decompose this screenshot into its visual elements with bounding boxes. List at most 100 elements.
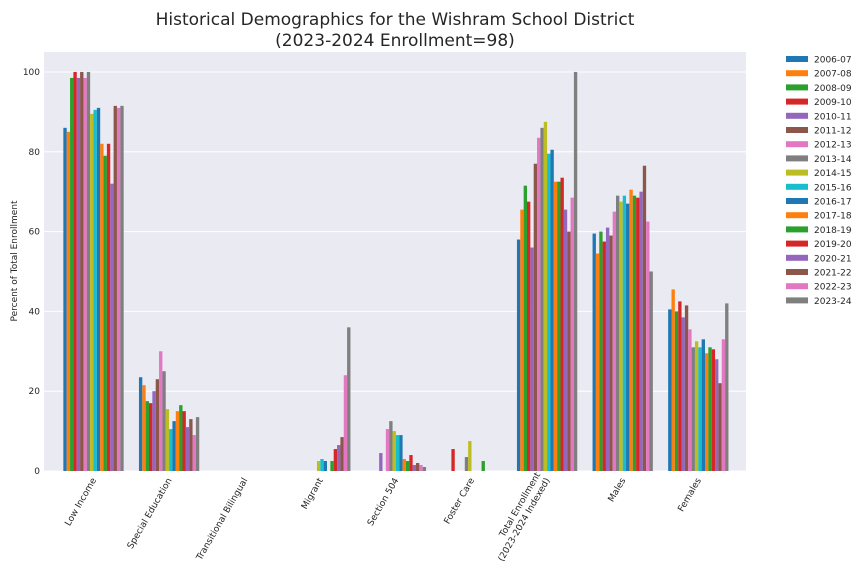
bar	[73, 71, 77, 471]
legend-swatch	[786, 169, 808, 176]
x-tick-labels: Low Income Special Education Transitional …	[64, 471, 704, 564]
bar	[701, 339, 705, 471]
legend-swatch	[786, 84, 808, 91]
bar	[451, 449, 455, 471]
bar	[626, 203, 630, 471]
bar	[113, 105, 117, 472]
legend-label: 2020-21	[814, 254, 852, 264]
bar	[547, 153, 551, 471]
bar	[616, 195, 620, 471]
bar	[688, 329, 692, 471]
bar	[63, 127, 67, 471]
bar	[422, 467, 427, 471]
bar	[149, 403, 153, 471]
y-tick-labels: 0 20 40 60 80 100	[23, 68, 40, 477]
bar	[103, 155, 107, 471]
bar	[169, 429, 173, 471]
bar	[138, 377, 143, 471]
legend-label: 2014-15	[814, 169, 852, 179]
bar	[389, 421, 393, 471]
legend-label: 2013-14	[814, 155, 852, 165]
bar	[632, 195, 637, 471]
bar	[642, 165, 647, 472]
y-tick-label: 100	[23, 68, 40, 78]
bar	[333, 449, 338, 471]
bar	[106, 143, 111, 471]
bar	[646, 221, 650, 471]
bar	[185, 427, 190, 471]
bar	[416, 463, 420, 471]
bar	[639, 191, 643, 472]
bar	[70, 77, 74, 471]
bar	[622, 195, 627, 471]
bar	[698, 347, 702, 471]
bar	[320, 459, 324, 471]
bar	[684, 305, 689, 471]
legend-label: 2023-24	[814, 297, 852, 307]
bar	[592, 233, 596, 471]
bar	[179, 405, 183, 471]
x-tick-label: Males	[607, 476, 629, 504]
bar	[533, 163, 538, 472]
legend-label: 2006-07	[814, 56, 852, 66]
bar	[540, 127, 544, 471]
bar	[323, 461, 327, 471]
bar	[100, 143, 104, 471]
bar	[90, 113, 94, 471]
bar	[481, 461, 485, 471]
bar	[172, 421, 176, 471]
bar	[152, 391, 156, 471]
legend-label: 2007-08	[814, 70, 852, 80]
bar	[671, 289, 675, 471]
legend-label: 2015-16	[814, 183, 852, 193]
bar	[468, 441, 472, 471]
bar	[557, 181, 561, 471]
bar	[543, 121, 548, 471]
bar	[560, 177, 564, 471]
bar	[715, 359, 719, 471]
bar	[175, 411, 180, 471]
bar	[195, 417, 200, 471]
bar	[708, 347, 712, 471]
bar	[520, 209, 524, 471]
bar	[162, 371, 166, 471]
x-tick-label: Females	[677, 476, 704, 514]
legend-label: 2021-22	[814, 269, 852, 279]
bar	[182, 411, 186, 471]
x-tick-label: Section 504	[366, 476, 402, 528]
bar	[527, 201, 531, 471]
bar	[66, 131, 71, 471]
y-tick-label: 20	[29, 387, 41, 397]
bar	[192, 435, 196, 471]
bar	[516, 239, 521, 471]
bar	[159, 351, 163, 471]
bar	[629, 189, 633, 472]
legend-swatch	[786, 283, 808, 290]
chart-title: Historical Demographics for the Wishram …	[156, 10, 635, 30]
bar	[694, 341, 699, 471]
legend-swatch	[786, 98, 808, 105]
bar	[385, 429, 390, 471]
legend-swatch	[786, 269, 808, 275]
title-group: Historical Demographics for the Wishram …	[156, 10, 635, 51]
x-tick-label: Special Education	[126, 477, 175, 551]
legend-swatch	[786, 254, 808, 261]
bar	[412, 465, 416, 471]
bar	[340, 437, 344, 471]
legend-swatch	[786, 183, 808, 190]
bar	[409, 455, 413, 471]
bar	[395, 435, 400, 471]
bar	[110, 183, 114, 471]
x-tick-label: Migrant	[300, 476, 326, 511]
legend-label: 2010-11	[814, 112, 852, 122]
bar	[316, 461, 321, 471]
y-tick-label: 0	[34, 467, 40, 477]
legend-label: 2012-13	[814, 141, 852, 151]
bar	[691, 347, 695, 471]
legend-label: 2019-20	[814, 240, 852, 250]
bar	[599, 231, 603, 471]
x-tick-label: Low Income	[64, 476, 100, 528]
legend: 2006-07 2007-08 2008-09 2009-10 2010-11 2011-…	[786, 56, 852, 307]
bar	[405, 461, 410, 471]
bar	[570, 197, 574, 471]
